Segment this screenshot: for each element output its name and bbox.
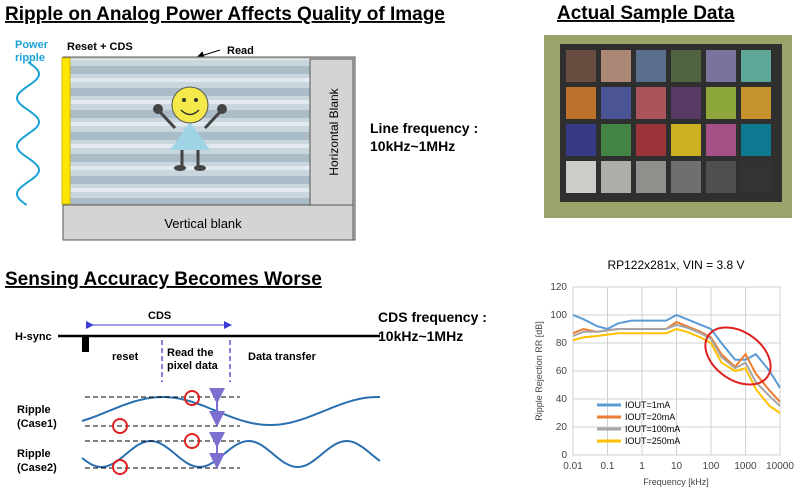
patch [566,161,596,193]
y-tick-label: 20 [556,422,568,433]
read-line [61,57,71,205]
label: Power [15,39,49,51]
patch [601,87,631,119]
label: CDS [148,310,171,322]
label: reset [112,351,139,363]
label: 10kHz~1MHz [370,138,455,154]
patch [636,161,666,193]
patch [671,124,701,156]
x-tick-label: 0.01 [563,461,583,472]
section-title: Sensing Accuracy Becomes Worse [5,269,322,290]
label: Vertical blank [164,216,242,231]
series-line [572,323,781,407]
patch [706,124,736,156]
legend-label: IOUT=1mA [625,400,670,410]
label: Reset + CDS [67,41,133,53]
h-blank [309,58,354,206]
section-title: Actual Sample Data [557,3,735,24]
x-tick-label: 1 [639,461,645,472]
sample-points [112,390,200,475]
y-tick-label: 100 [550,310,567,321]
y-label: Ripple Rejection RR [dB] [534,321,544,421]
x-tick-label: 1000 [734,461,757,472]
patch [566,50,596,82]
patch [601,50,631,82]
label: ripple [15,52,45,64]
pulse [82,336,89,352]
chart: RP122x281x, VIN = 3.8 V Frequency [kHz] … [534,258,794,487]
x-tick-label: 0.1 [601,461,615,472]
highlight [704,326,772,386]
x-label: Frequency [kHz] [643,477,709,487]
patch [741,124,771,156]
arrow [196,49,221,59]
y-tick-label: 40 [556,394,568,405]
section-title: Ripple on Analog Power Affects Quality o… [5,4,445,25]
label: (Case1) [17,418,57,430]
series-line [572,327,781,414]
label: Ripple [17,448,51,460]
patch [741,87,771,119]
patch [706,50,736,82]
label: Read [227,45,254,57]
x-tick-label: 10 [671,461,683,472]
label: Read the [167,347,213,359]
x-tick-label: 100 [703,461,720,472]
label: Data transfer [248,351,317,363]
label: CDS frequency : [378,309,487,325]
y-tick-label: 60 [556,366,568,377]
checker-patches [566,50,771,193]
patch [636,50,666,82]
patch [671,161,701,193]
patch [601,124,631,156]
legend-label: IOUT=250mA [625,436,680,446]
patch [741,50,771,82]
chart-title: RP122x281x, VIN = 3.8 V [607,258,744,272]
label: (Case2) [17,462,57,474]
figure [153,86,227,171]
patch [671,87,701,119]
patch [741,161,771,193]
v-blank [62,204,354,241]
label: H-sync [15,331,52,343]
legend-label: IOUT=100mA [625,424,680,434]
patch [636,87,666,119]
wave [81,396,380,426]
label: Ripple [17,404,51,416]
ripple-wave [15,61,41,206]
label: pixel data [167,360,219,372]
y-tick-label: 120 [550,282,567,293]
patch [671,50,701,82]
patch [566,87,596,119]
series-line [572,313,781,389]
label: Line frequency : [370,120,478,136]
y-tick-label: 80 [556,338,568,349]
legend-label: IOUT=20mA [625,412,675,422]
wave [81,439,381,469]
patch [706,87,736,119]
patch [706,161,736,193]
x-tick-label: 10000 [766,461,794,472]
y-tick-label: 0 [561,450,567,461]
patch [566,124,596,156]
patch [601,161,631,193]
patch [636,124,666,156]
label: 10kHz~1MHz [378,328,463,344]
label: Horizontal Blank [327,87,341,175]
